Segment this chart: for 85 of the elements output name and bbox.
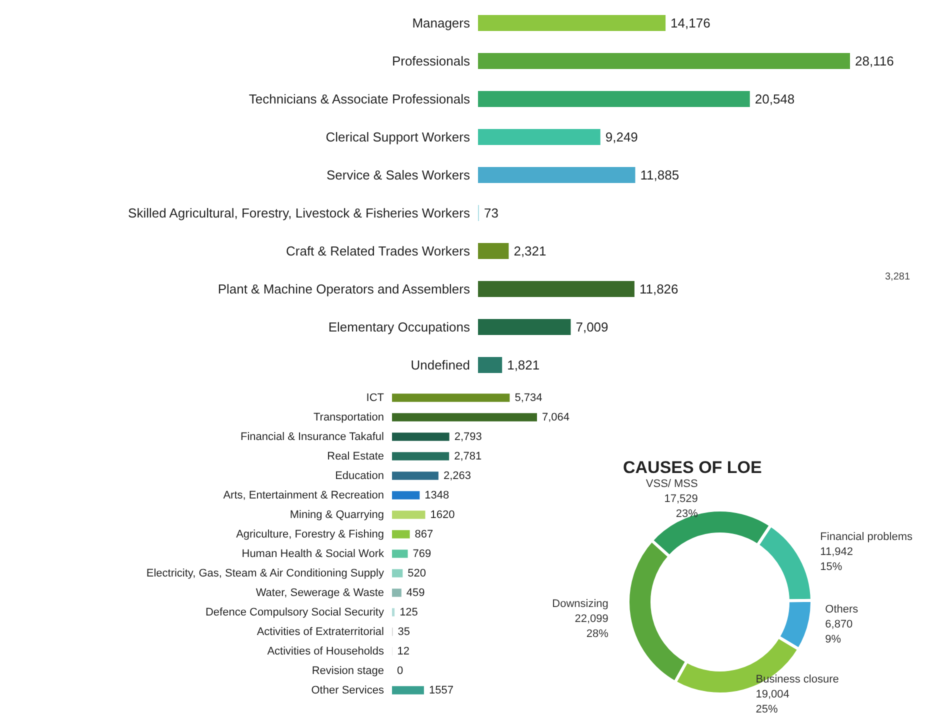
bar [478,91,750,107]
y-tick-label: Professionals [392,54,470,68]
y-tick-label: Other Services [311,684,384,696]
slice-label: Financial problems [820,530,913,543]
bar [392,432,450,441]
data-label: 17,529 23% [664,492,698,520]
text: 3,281 [884,272,910,282]
data-label: 5,734 [514,392,542,404]
y-tick-label: Real Estate [327,450,384,462]
y-tick-label: Managers [412,16,470,30]
y-tick-label: Plant & Machine Operators and Assemblers [218,282,470,296]
data-label: 7,064 [542,411,570,424]
y-tick-label: Financial & Insurance Takaful [240,430,384,443]
bar [392,686,424,694]
data-label: 1620 [430,508,455,521]
slice-label: Others [825,604,859,616]
data-label: 11,885 [640,168,680,182]
y-tick-label: Service & Sales Workers [326,168,470,182]
data-label: 22,099 28% [574,612,609,640]
bar [392,394,510,402]
data-label: 73 [484,206,498,220]
bar [478,357,502,373]
y-tick-label: Human Health & Social Work [242,548,384,560]
y-tick-label: Technicians & Associate Professionals [248,92,470,106]
y-tick-label: Clerical Support Workers [326,130,470,144]
data-label: 1557 [428,684,454,696]
bar [478,319,571,335]
data-label: 2,321 [514,244,546,258]
bar [478,243,509,259]
bar [392,452,450,460]
y-tick-label: Electricity, Gas, Steam & Air Conditioning Supply [146,567,384,580]
y-tick-label: Craft & Related Trades Workers [286,244,470,258]
slice-label: VSS/ MSS [646,478,698,490]
bar [392,550,408,558]
y-tick-label: Undefined [410,358,470,372]
data-label: 2,793 [454,430,482,443]
data-label: 35 [398,626,410,638]
y-tick-label: Activities of Extraterritorial [256,626,384,638]
y-tick-label: Agriculture, Forestry & Fishing [236,528,384,540]
bar [478,129,600,145]
data-label: 28,116 [855,54,894,68]
slice-label: Downsizing [552,598,608,610]
data-label: 2,263 [443,470,471,482]
y-tick-label: Water, Sewerage & Waste [256,586,384,599]
data-label: 2,781 [454,450,482,462]
data-label: 459 [406,586,425,599]
bar [392,491,420,500]
data-label: 11,942 15% [820,546,853,573]
data-label: 7,009 [576,320,608,334]
data-label: 1348 [424,489,450,502]
y-tick-label: Mining & Quarrying [290,508,384,521]
y-tick-label: Revision stage [312,664,384,677]
y-tick-label: Activities of Households [267,645,384,658]
bar [392,588,402,597]
y-tick-label: Elementary Occupations [328,320,470,334]
data-label: 769 [412,548,432,560]
bar [478,167,636,183]
bar [392,472,438,480]
y-tick-label: Skilled Agricultural, Forestry, Livestock & Fisheries Workers [128,206,470,220]
bar [392,510,426,519]
chart-title: CAUSES OF LOE [623,458,762,477]
y-tick-label: Arts, Entertainment & Recreation [223,489,384,502]
bar [392,608,395,616]
bar [478,15,666,31]
data-label: 520 [408,567,426,580]
data-label: 0 [397,664,404,677]
data-label: 1,821 [507,358,540,372]
bar [478,53,850,69]
data-label: 14,176 [670,16,710,30]
data-label: 19,004 25% [756,688,790,716]
data-label: 11,826 [639,282,678,296]
y-tick-label: Defence Compulsory Social Security [205,606,384,618]
data-label: 9,249 [605,130,638,144]
data-label: 125 [400,606,418,618]
data-label: 6,870 9% [825,618,853,646]
data-label: 867 [414,528,434,540]
bar [392,569,403,578]
bar [392,413,537,422]
y-tick-label: ICT [366,392,384,404]
bar [392,530,410,538]
data-label: 20,548 [754,92,795,106]
y-tick-label: Education [335,470,384,482]
y-tick-label: Transportation [313,411,384,424]
bar [478,281,634,297]
data-label: 12 [397,645,410,658]
